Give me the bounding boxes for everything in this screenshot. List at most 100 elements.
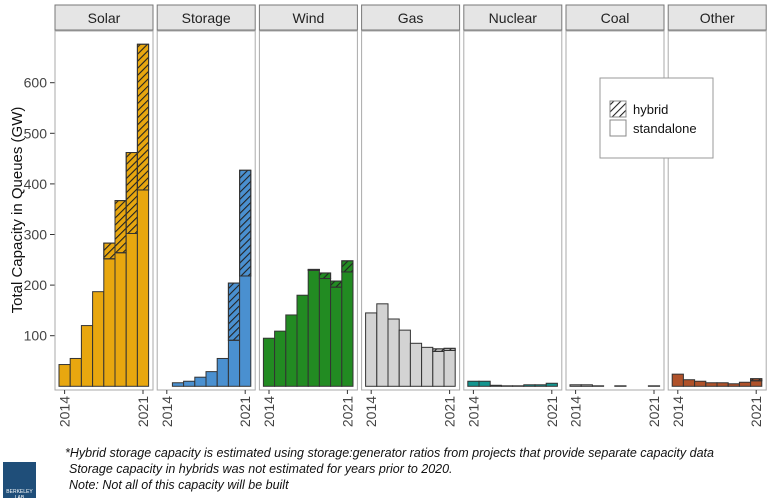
bar-hybrid-2019 (114, 200, 127, 254)
bar-standalone-2020 (227, 339, 241, 387)
panel-strip (565, 4, 665, 31)
bar-standalone-2020 (330, 286, 343, 387)
bar-hybrid-2020 (125, 152, 138, 234)
bar-standalone-2015 (69, 357, 82, 387)
bar-standalone-2015 (274, 330, 287, 387)
bar-standalone-2021 (136, 189, 150, 387)
panel-storage: Storage 2014 2021 (156, 4, 256, 427)
bar-standalone-2021 (443, 349, 456, 387)
panel-nuclear: Nuclear 2014 2021 (463, 4, 563, 427)
y-tick-label: 100 (24, 328, 48, 344)
legend-label-hybrid: hybrid (633, 102, 668, 117)
berkeley-lab-logo: BERKELEY LAB (3, 462, 36, 501)
panel-solar: Solar 2014 2021 (54, 4, 154, 427)
x-tick-label: 2021 (544, 396, 560, 427)
x-tick-label: 2014 (568, 396, 584, 427)
bar-standalone-2015 (682, 379, 696, 387)
y-tick-label: 500 (24, 125, 48, 141)
x-tick-label: 2014 (57, 396, 73, 427)
bar-standalone-2018 (614, 385, 627, 387)
x-tick-label: 2014 (465, 396, 481, 427)
panel-strip (361, 4, 461, 31)
bar-standalone-2019 (216, 357, 229, 387)
panel-coal: Coal 2014 2021 (565, 4, 665, 427)
bar-standalone-2017 (500, 385, 514, 387)
panel-title: Coal (601, 10, 630, 26)
bar-standalone-2015 (171, 382, 185, 387)
x-tick-label: 2014 (670, 396, 686, 427)
bar-standalone-2018 (205, 371, 218, 387)
bar-standalone-2019 (727, 383, 740, 387)
bar-standalone-2016 (183, 380, 196, 387)
footnote-3: Note: Not all of this capacity will be b… (69, 478, 289, 492)
x-tick-label: 2021 (442, 396, 458, 427)
faceted-bar-chart: Total Capacity in Queues (GW) 100 200 300 4… (9, 4, 767, 427)
panel-strip (156, 4, 256, 31)
panel-other: Other 2014 2021 (667, 4, 767, 427)
x-tick-label: 2014 (159, 396, 175, 427)
x-tick-label: 2021 (135, 396, 151, 427)
bar-hybrid-2019 (318, 272, 332, 280)
bar-hybrid-2021 (341, 260, 354, 273)
bar-standalone-2016 (694, 380, 707, 387)
bar-standalone-2014 (467, 380, 480, 387)
bar-standalone-2018 (716, 382, 729, 387)
bar-standalone-2016 (80, 325, 94, 387)
legend: hybrid standalone (599, 77, 714, 159)
bar-standalone-2021 (545, 382, 558, 387)
bar-standalone-2015 (478, 380, 491, 387)
bar-hybrid-2020 (227, 282, 241, 341)
x-tick-label: 2021 (237, 396, 253, 427)
bar-standalone-2016 (285, 314, 298, 387)
panels: Solar 2014 2021 Storage 2014 2021 Wind 2014 2021… (54, 4, 767, 427)
bar-standalone-2018 (409, 342, 423, 387)
y-tick-label: 200 (24, 277, 48, 293)
panel-title: Other (700, 10, 735, 26)
panel-title: Solar (88, 10, 121, 26)
x-tick-label: 2021 (646, 396, 662, 427)
panel-strip (258, 4, 358, 31)
bar-standalone-2017 (92, 291, 105, 387)
panel-strip (667, 4, 767, 31)
bar-standalone-2019 (114, 252, 127, 387)
footnote-1: *Hybrid storage capacity is estimated us… (65, 446, 714, 460)
bar-standalone-2014 (365, 312, 378, 387)
bar-hybrid-2021 (750, 378, 763, 382)
bar-standalone-2017 (705, 382, 718, 387)
bar-hybrid-2021 (239, 169, 252, 277)
bar-standalone-2016 (387, 318, 400, 387)
y-axis: 100 200 300 400 500 600 (24, 75, 55, 344)
bar-standalone-2021 (647, 385, 661, 387)
bar-standalone-2020 (738, 381, 752, 387)
bar-standalone-2014 (262, 337, 276, 387)
x-tick-label: 2014 (363, 396, 379, 427)
bar-standalone-2018 (512, 385, 525, 387)
footnote-2: Storage capacity in hybrids was not esti… (69, 462, 453, 476)
bar-standalone-2014 (569, 384, 582, 387)
legend-label-standalone: standalone (633, 121, 697, 136)
panel-wind: Wind 2014 2021 (258, 4, 358, 427)
bar-standalone-2018 (103, 258, 116, 387)
bar-standalone-2014 (671, 373, 684, 387)
panel-title: Wind (292, 10, 324, 26)
bar-hybrid-2018 (307, 268, 320, 271)
bar-hybrid-2021 (443, 347, 456, 351)
y-tick-label: 600 (24, 75, 48, 91)
bar-standalone-2021 (239, 275, 252, 387)
y-tick-label: 400 (24, 176, 48, 192)
panel-strip (463, 4, 563, 31)
bar-standalone-2014 (58, 364, 71, 387)
bar-standalone-2016 (591, 385, 605, 387)
panel-gas: Gas 2014 2021 (361, 4, 461, 427)
x-tick-label: 2021 (748, 396, 764, 427)
bar-standalone-2019 (523, 384, 536, 387)
bar-hybrid-2018 (103, 242, 116, 260)
bar-standalone-2019 (318, 278, 332, 387)
bar-standalone-2018 (307, 269, 320, 387)
x-tick-label: 2021 (339, 396, 355, 427)
bar-standalone-2016 (489, 384, 502, 387)
bar-standalone-2019 (421, 346, 434, 387)
bar-standalone-2017 (398, 329, 411, 387)
bar-hybrid-2021 (136, 43, 150, 191)
panel-title: Gas (398, 10, 424, 26)
